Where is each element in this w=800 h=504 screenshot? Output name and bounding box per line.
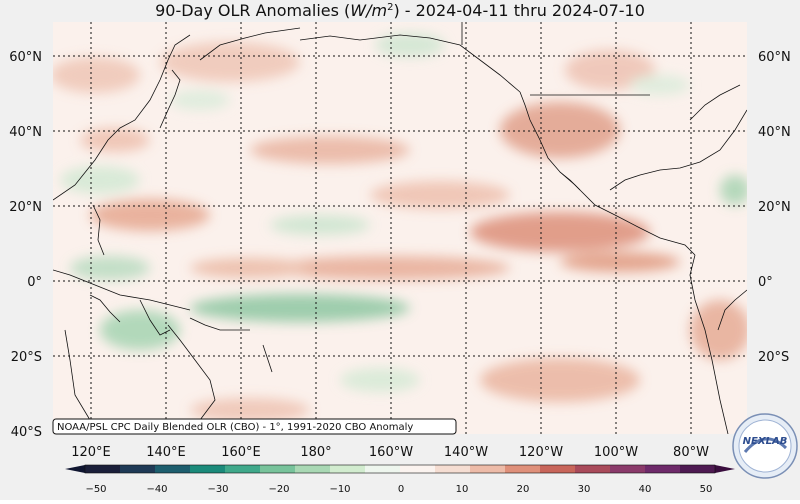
colorbar-tick: 0 — [398, 484, 404, 495]
colorbar-cell — [295, 465, 331, 473]
colorbar-cell — [575, 465, 611, 473]
lat-label: 60°N — [758, 50, 791, 65]
colorbar: −50 −40 −30 −20 −10 0 10 20 30 40 50 — [65, 464, 735, 495]
lat-label: 0° — [758, 275, 773, 290]
colorbar-max-arrow — [715, 465, 735, 473]
lat-label: 20°S — [758, 350, 789, 365]
lat-label: 20°S — [11, 350, 42, 365]
colorbar-cell — [645, 465, 681, 473]
lon-label: 100°W — [594, 445, 638, 460]
logo-text: NEXLAB — [743, 436, 788, 447]
colorbar-min-arrow — [65, 465, 85, 473]
colorbar-cell — [540, 465, 576, 473]
colorbar-tick: −30 — [207, 484, 228, 495]
colorbar-cell — [365, 465, 401, 473]
colorbar-cell — [435, 465, 471, 473]
lat-label: 40°N — [758, 125, 791, 140]
lat-label: 60°N — [9, 50, 42, 65]
colorbar-tick: −50 — [85, 484, 106, 495]
colorbar-cell — [260, 465, 296, 473]
lon-labels: 120°E 140°E 160°E 180° 160°W 140°W 120°W… — [71, 445, 709, 460]
colorbar-cell — [505, 465, 541, 473]
lat-label: 40°N — [9, 125, 42, 140]
colorbar-cell — [610, 465, 646, 473]
colorbar-cell — [190, 465, 226, 473]
coastlines — [53, 22, 747, 434]
colorbar-tick: 50 — [700, 484, 713, 495]
colorbar-tick: −20 — [268, 484, 289, 495]
colorbar-cell — [85, 465, 121, 473]
lon-label: 120°E — [71, 445, 111, 460]
source-note: NOAA/PSL CPC Daily Blended OLR (CBO) - 1… — [52, 418, 457, 435]
lat-label: 20°N — [9, 200, 42, 215]
colorbar-tick: −10 — [329, 484, 350, 495]
colorbar-cell — [400, 465, 436, 473]
colorbar-cell — [155, 465, 191, 473]
colorbar-cell — [225, 465, 261, 473]
colorbar-cell — [470, 465, 506, 473]
colorbar-cell — [120, 465, 156, 473]
colorbar-tick: −40 — [146, 484, 167, 495]
logo-globe-icon — [743, 437, 788, 453]
colorbar-tick: 10 — [456, 484, 469, 495]
map-title: 90-Day OLR Anomalies (W/m2) - 2024-04-11… — [155, 1, 645, 20]
lat-label: 20°N — [758, 200, 791, 215]
olr-anomaly-field — [53, 22, 747, 434]
lon-label: 80°W — [673, 445, 709, 460]
source-note-text: NOAA/PSL CPC Daily Blended OLR (CBO) - 1… — [57, 422, 413, 433]
colorbar-tick: 20 — [517, 484, 530, 495]
lon-label: 160°E — [221, 445, 261, 460]
colorbar-cell — [680, 465, 716, 473]
colorbar-tick: 40 — [639, 484, 652, 495]
lat-labels-right: 60°N 40°N 20°N 0° 20°S — [758, 50, 791, 365]
graticule — [53, 22, 747, 434]
colorbar-cell — [330, 465, 366, 473]
lon-label: 160°W — [369, 445, 413, 460]
lon-label: 140°W — [444, 445, 488, 460]
lon-label: 120°W — [519, 445, 563, 460]
lon-label: 180° — [300, 445, 331, 460]
lat-label: 0° — [27, 275, 42, 290]
colorbar-tick: 30 — [578, 484, 591, 495]
nexlab-logo: NEXLAB — [732, 413, 798, 479]
lat-labels-left: 60°N 40°N 20°N 0° 20°S 40°S — [9, 50, 42, 440]
lon-label: 140°E — [146, 445, 186, 460]
lat-label: 40°S — [11, 425, 42, 440]
